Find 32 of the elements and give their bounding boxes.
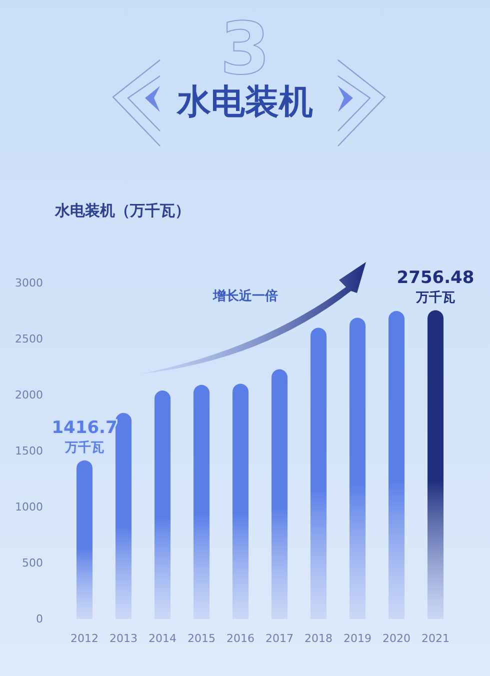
bar [76, 460, 92, 619]
annotation: 增长近一倍 [212, 288, 278, 304]
y-tick-label: 1000 [15, 500, 43, 514]
bar [232, 384, 248, 619]
bar [310, 328, 326, 619]
x-tick-label: 2012 [70, 632, 98, 645]
x-tick-label: 2016 [226, 632, 254, 645]
annotation: 万千瓦 [415, 289, 455, 306]
x-tick-label: 2020 [382, 632, 410, 645]
bar [272, 369, 288, 619]
bar [194, 384, 210, 619]
bar [428, 310, 444, 619]
y-tick-label: 2500 [15, 332, 43, 346]
y-tick-label: 0 [36, 612, 43, 626]
data-label: 2756.48 [396, 268, 474, 288]
bar [154, 390, 170, 619]
x-tick-label: 2021 [422, 632, 450, 645]
x-tick-label: 2019 [344, 632, 372, 645]
y-tick-label: 3000 [15, 276, 43, 290]
bar [116, 412, 132, 619]
y-tick-label: 1500 [15, 444, 43, 458]
annotation: 万千瓦 [64, 439, 104, 456]
x-tick-label: 2014 [148, 632, 176, 645]
x-tick-label: 2018 [304, 632, 332, 645]
bar [388, 311, 404, 619]
y-tick-label: 2000 [15, 388, 43, 402]
y-tick-label: 500 [22, 556, 43, 570]
x-tick-label: 2013 [110, 632, 138, 645]
bar [350, 318, 366, 619]
y-axis-title: 水电装机（万千瓦） [54, 202, 190, 220]
x-tick-label: 2017 [266, 632, 294, 645]
x-tick-label: 2015 [188, 632, 216, 645]
